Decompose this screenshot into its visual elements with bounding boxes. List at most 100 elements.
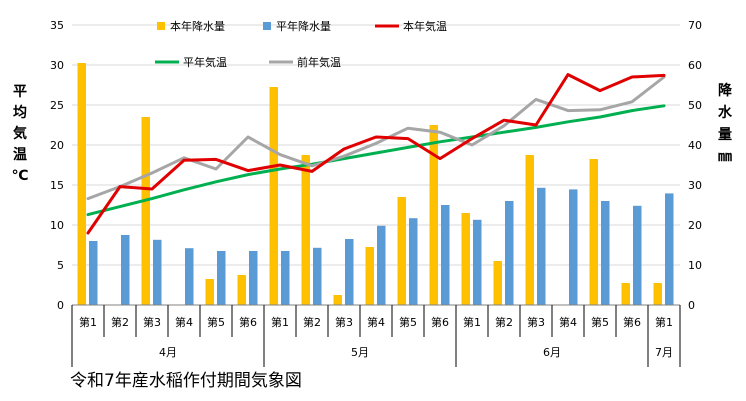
- legend-label: 前年気温: [297, 55, 341, 69]
- left-tick-label: 35: [50, 19, 64, 32]
- bar: [217, 251, 226, 305]
- legend-swatch: [263, 22, 271, 30]
- bar: [493, 261, 502, 305]
- legend-label: 本年降水量: [170, 19, 225, 33]
- category-axis: 第1 第2 第3 第4 第5 第6 第1 第2 第3 第4 第5 第6 第1 第2 第3 第4 第5 第6 第1 4月…: [71, 304, 681, 367]
- chart-caption: 令和7年産水稲作付期間気象図: [70, 371, 302, 391]
- category-label: 第5: [207, 315, 225, 329]
- month-label: 7月: [655, 346, 673, 359]
- left-axis-label-char: 平: [13, 84, 27, 100]
- bar: [601, 201, 610, 305]
- series-line: [86, 75, 666, 201]
- category-label: 第6: [431, 315, 449, 329]
- left-tick-label: 20: [50, 139, 64, 152]
- right-tick-label: 70: [688, 19, 702, 32]
- left-tick-label: 5: [57, 259, 64, 272]
- left-axis-ticks: 0 5 10 15 20 25 30 35: [50, 19, 64, 312]
- month-label: 6月: [543, 346, 561, 359]
- month-label: 5月: [351, 346, 369, 359]
- bar: [653, 283, 662, 305]
- bar: [365, 247, 374, 305]
- bar: [473, 219, 482, 305]
- right-axis-label-char: 量: [718, 127, 732, 143]
- bar: [185, 248, 194, 305]
- left-tick-label: 10: [50, 219, 64, 232]
- bar: [249, 251, 258, 305]
- bar: [461, 213, 470, 305]
- bar: [141, 117, 150, 305]
- bar: [269, 87, 278, 305]
- bar: [281, 251, 290, 305]
- left-tick-label: 30: [50, 59, 64, 72]
- category-label: 第4: [367, 315, 385, 329]
- bar: [377, 225, 386, 305]
- category-label: 第1: [655, 315, 673, 329]
- bar: [121, 235, 130, 305]
- bar: [153, 239, 162, 305]
- right-tick-label: 60: [688, 59, 702, 72]
- bars: [77, 63, 674, 305]
- right-tick-label: 10: [688, 259, 702, 272]
- right-tick-label: 40: [688, 139, 702, 152]
- category-label: 第2: [495, 315, 513, 329]
- bar: [77, 63, 86, 305]
- category-label: 第1: [271, 315, 289, 329]
- left-axis-label-char: ℃: [11, 168, 29, 184]
- bar: [205, 279, 214, 305]
- series-line: [86, 104, 666, 217]
- bar: [237, 275, 246, 305]
- lines: [86, 73, 666, 235]
- bar: [409, 218, 418, 305]
- gridlines: [72, 24, 680, 306]
- bar: [313, 247, 322, 305]
- category-label: 第2: [111, 315, 129, 329]
- bar: [89, 241, 98, 305]
- right-tick-label: 0: [688, 299, 695, 312]
- category-label: 第3: [527, 315, 545, 329]
- bar: [589, 159, 598, 305]
- left-tick-label: 0: [57, 299, 64, 312]
- bar: [429, 125, 438, 305]
- bar: [665, 193, 674, 305]
- bar: [633, 205, 642, 305]
- left-tick-label: 15: [50, 179, 64, 192]
- bar: [621, 283, 630, 305]
- right-axis-label: 降 水 量 ㎜: [714, 80, 736, 168]
- category-label: 第2: [303, 315, 321, 329]
- legend-label: 平年降水量: [276, 19, 331, 33]
- category-label: 第5: [591, 315, 609, 329]
- series-line: [86, 73, 666, 235]
- bar: [569, 189, 578, 305]
- bar: [345, 239, 354, 305]
- bar: [301, 155, 310, 305]
- bar: [333, 295, 342, 305]
- right-axis-label-char: 水: [718, 105, 732, 121]
- left-tick-label: 25: [50, 99, 64, 112]
- legend-label: 平年気温: [183, 55, 227, 69]
- left-axis-label-char: 温: [13, 147, 27, 163]
- category-label: 第4: [175, 315, 193, 329]
- legend-swatch: [157, 22, 165, 30]
- category-label: 第4: [559, 315, 577, 329]
- right-axis-label-char: ㎜: [718, 149, 732, 165]
- category-label: 第3: [335, 315, 353, 329]
- right-tick-label: 30: [688, 179, 702, 192]
- category-label: 第1: [463, 315, 481, 329]
- category-label: 第1: [79, 315, 97, 329]
- category-label: 第5: [399, 315, 417, 329]
- category-label: 第3: [143, 315, 161, 329]
- right-axis-label-char: 降: [718, 83, 732, 99]
- left-axis-label-char: 均: [13, 105, 27, 121]
- left-axis-label-char: 気: [13, 126, 27, 142]
- right-tick-label: 20: [688, 219, 702, 232]
- bar: [525, 155, 534, 305]
- legend-label: 本年気温: [403, 19, 447, 33]
- month-label: 4月: [159, 346, 177, 359]
- left-axis-label: 平 均 気 温 ℃: [10, 82, 30, 187]
- bar: [441, 205, 450, 305]
- category-label: 第6: [239, 315, 257, 329]
- bar: [505, 201, 514, 305]
- category-label: 第6: [623, 315, 641, 329]
